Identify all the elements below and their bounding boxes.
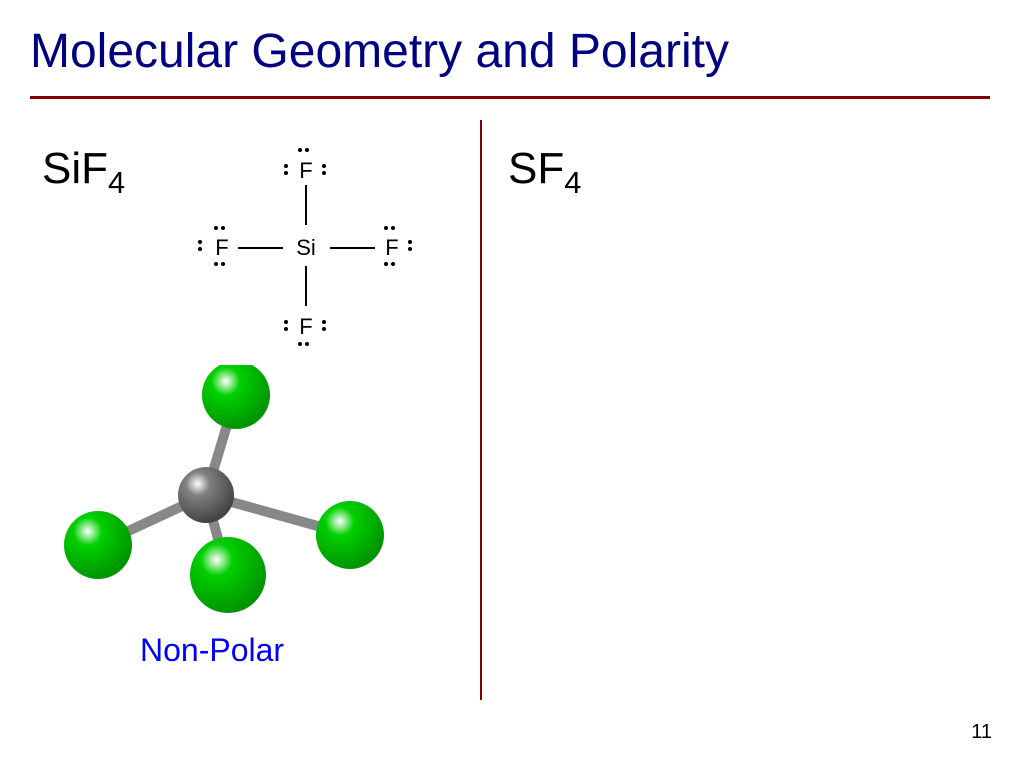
lewis-bond — [238, 247, 283, 249]
formula-sf4: SF4 — [508, 144, 581, 201]
lone-pair — [408, 240, 412, 251]
formula-sif4-main: SiF — [42, 144, 108, 193]
lewis-top-atom: F — [292, 158, 320, 184]
lone-pair — [214, 226, 225, 230]
lone-pair — [322, 320, 326, 331]
formula-sif4-sub: 4 — [108, 165, 125, 200]
lewis-right-atom: F — [378, 235, 406, 261]
lone-pair — [284, 320, 288, 331]
lewis-structure-sif4: Si F F F F — [180, 130, 440, 390]
lewis-bottom-atom: F — [292, 314, 320, 340]
lone-pair — [384, 262, 395, 266]
formula-sf4-sub: 4 — [564, 165, 581, 200]
lone-pair — [384, 226, 395, 230]
lone-pair — [198, 240, 202, 251]
lewis-bond — [330, 247, 375, 249]
lewis-center-atom: Si — [290, 235, 322, 261]
page-number: 11 — [971, 721, 992, 744]
lewis-bond — [305, 185, 307, 225]
lone-pair — [322, 164, 326, 175]
formula-sf4-main: SF — [508, 144, 564, 193]
lewis-left-atom: F — [208, 235, 236, 261]
polarity-label: Non-Polar — [140, 632, 284, 669]
title-underline — [30, 96, 990, 99]
lewis-bond — [305, 266, 307, 306]
slide-title: Molecular Geometry and Polarity — [30, 24, 729, 79]
lone-pair — [284, 164, 288, 175]
formula-sif4: SiF4 — [42, 144, 125, 201]
lone-pair — [214, 262, 225, 266]
molecule-3d-model — [50, 365, 410, 625]
lone-pair — [298, 148, 309, 152]
center-divider — [480, 120, 482, 700]
lone-pair — [298, 342, 309, 346]
